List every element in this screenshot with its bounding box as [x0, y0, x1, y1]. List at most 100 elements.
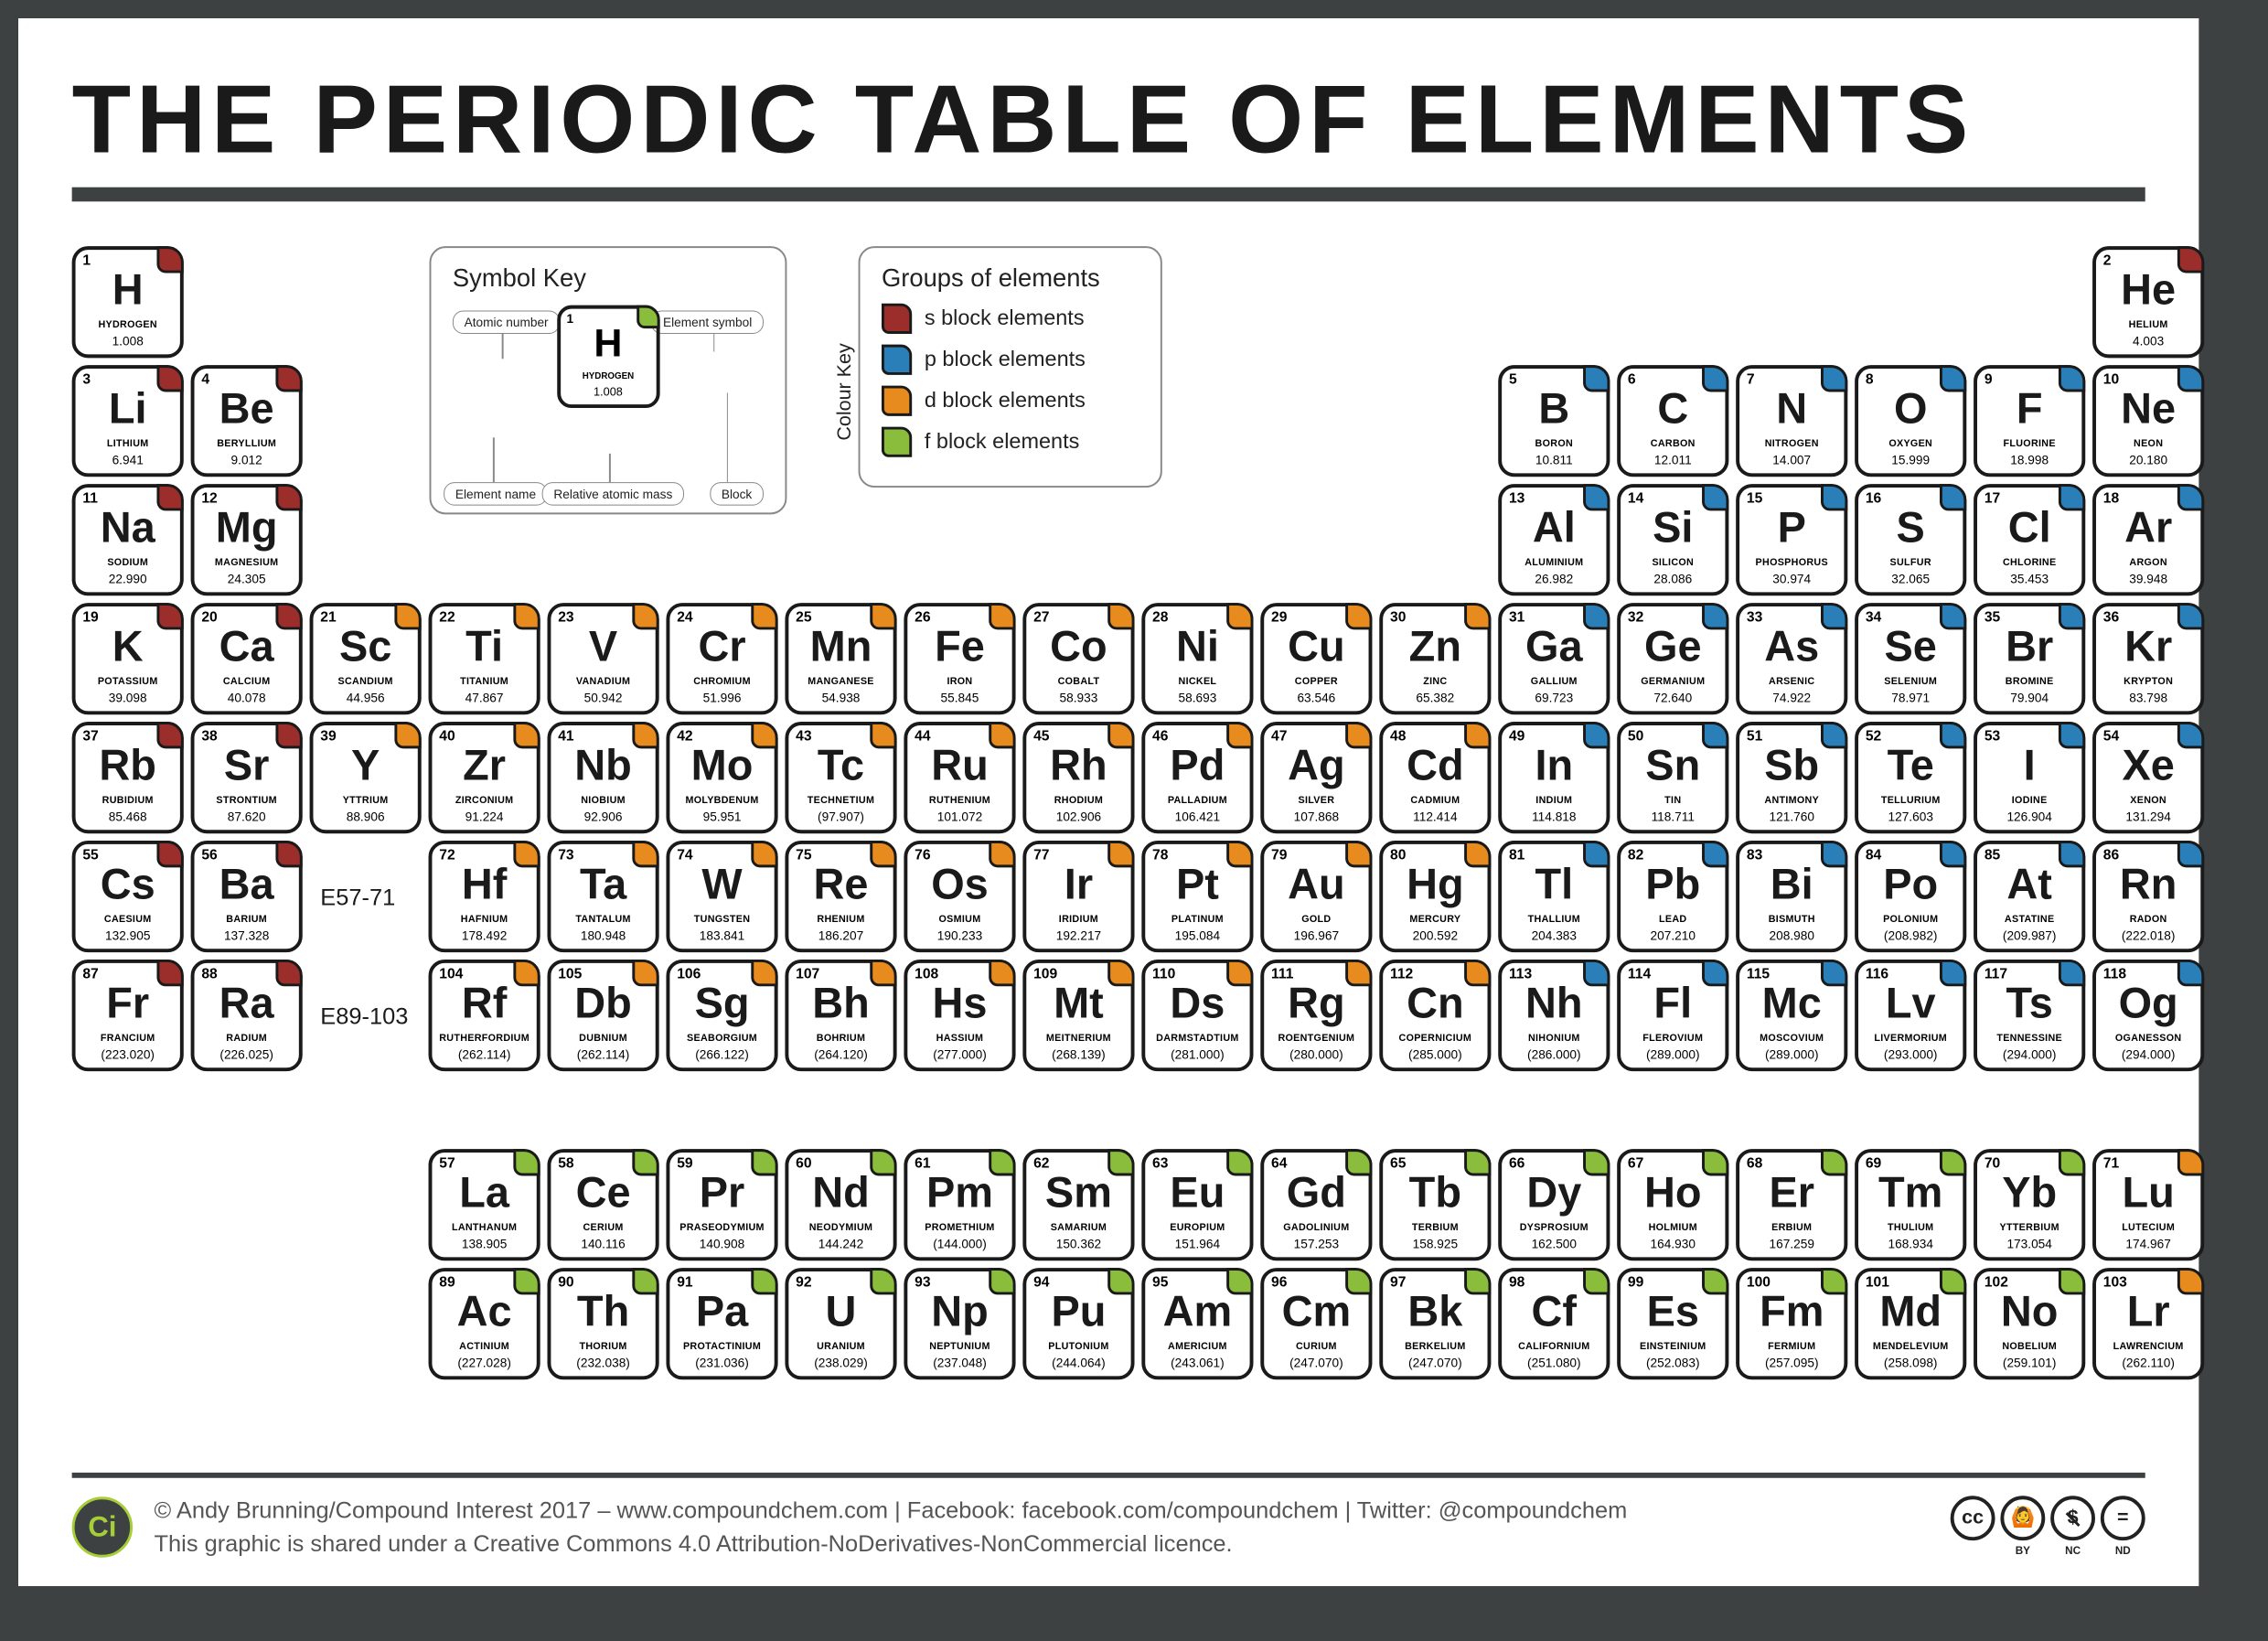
element-cell: 99EsEINSTEINIUM(252.083): [1617, 1268, 1728, 1379]
colour-key-rotated-label: Colour Key: [833, 343, 856, 440]
element-cell: 21ScSCANDIUM44.956: [310, 603, 422, 714]
element-cell: 92UURANIUM(238.029): [785, 1268, 896, 1379]
element-cell: 67HoHOLMIUM164.930: [1617, 1149, 1728, 1260]
callout-rel-mass: Relative atomic mass: [542, 482, 684, 505]
element-cell: 7NNITROGEN14.007: [1736, 365, 1847, 477]
element-cell: 81TlTHALLIUM204.383: [1498, 841, 1610, 952]
element-cell: 2HeHELIUM4.003: [2092, 246, 2204, 358]
element-cell: 3LiLITHIUM6.941: [72, 365, 184, 477]
element-cell: 45RhRHODIUM102.906: [1022, 722, 1134, 833]
element-cell: 80HgMERCURY200.592: [1379, 841, 1491, 952]
symbol-key-example-cell: 1 H HYDROGEN 1.008: [557, 306, 659, 408]
element-cell: 25MnMANGANESE54.938: [785, 603, 896, 714]
element-cell: 85AtASTATINE(209.987): [1974, 841, 2085, 952]
element-cell: 12MgMAGNESIUM24.305: [191, 484, 303, 595]
footer-text: © Andy Brunning/Compound Interest 2017 –…: [155, 1495, 1628, 1560]
element-cell: 70YbYTTERBIUM173.054: [1974, 1149, 2085, 1260]
callout-atomic-number: Atomic number: [453, 311, 560, 334]
element-cell: 108HsHASSIUM(277.000): [904, 960, 1015, 1071]
element-cell: 62SmSAMARIUM150.362: [1022, 1149, 1134, 1260]
range-label: E89-103: [320, 1003, 408, 1030]
legend-row: d block elements: [882, 386, 1139, 416]
element-cell: 38SrSTRONTIUM87.620: [191, 722, 303, 833]
swatch-icon: [882, 386, 912, 416]
element-cell: 91PaPROTACTINIUM(231.036): [666, 1268, 777, 1379]
element-cell: 83BiBISMUTH208.980: [1736, 841, 1847, 952]
element-cell: 42MoMOLYBDENUM95.951: [666, 722, 777, 833]
title-rule: [72, 188, 2145, 202]
element-cell: 9FFLUORINE18.998: [1974, 365, 2085, 477]
element-cell: 31GaGALLIUM69.723: [1498, 603, 1610, 714]
legend-row: f block elements: [882, 427, 1139, 457]
element-cell: 77IrIRIDIUM192.217: [1022, 841, 1134, 952]
element-cell: 34SeSELENIUM78.971: [1855, 603, 1966, 714]
element-cell: 20CaCALCIUM40.078: [191, 603, 303, 714]
element-cell: 58CeCERIUM140.116: [547, 1149, 658, 1260]
periodic-table: Symbol Key Atomic number Element symbol …: [72, 246, 2145, 1247]
element-cell: 48CdCADMIUM112.414: [1379, 722, 1491, 833]
swatch-icon: [882, 427, 912, 457]
element-cell: 28NiNICKEL58.693: [1141, 603, 1253, 714]
element-cell: 117TsTENNESSINE(294.000): [1974, 960, 2085, 1071]
element-cell: 47AgSILVER107.868: [1260, 722, 1372, 833]
cc-icon: $NC: [2050, 1496, 2095, 1558]
element-cell: 37RbRUBIDIUM85.468: [72, 722, 184, 833]
element-cell: 114FlFLEROVIUM(289.000): [1617, 960, 1728, 1071]
element-cell: 10NeNEON20.180: [2092, 365, 2204, 477]
element-cell: 94PuPLUTONIUM(244.064): [1022, 1268, 1134, 1379]
element-cell: 56BaBARIUM137.328: [191, 841, 303, 952]
element-cell: 8OOXYGEN15.999: [1855, 365, 1966, 477]
element-cell: 116LvLIVERMORIUM(293.000): [1855, 960, 1966, 1071]
element-cell: 46PdPALLADIUM106.421: [1141, 722, 1253, 833]
element-cell: 118OgOGANESSON(294.000): [2092, 960, 2204, 1071]
element-cell: 30ZnZINC65.382: [1379, 603, 1491, 714]
element-cell: 103LrLAWRENCIUM(262.110): [2092, 1268, 2204, 1379]
colour-key: Groups of elements s block elementsp blo…: [859, 246, 1162, 488]
element-cell: 101MdMENDELEVIUM(258.098): [1855, 1268, 1966, 1379]
callout-element-name: Element name: [444, 482, 548, 505]
symbol-key-title: Symbol Key: [453, 264, 764, 293]
element-cell: 71LuLUTECIUM174.967: [2092, 1149, 2204, 1260]
element-cell: 51SbANTIMONY121.760: [1736, 722, 1847, 833]
element-cell: 41NbNIOBIUM92.906: [547, 722, 658, 833]
element-cell: 1HHYDROGEN1.008: [72, 246, 184, 358]
element-cell: 24CrCHROMIUM51.996: [666, 603, 777, 714]
element-cell: 52TeTELLURIUM127.603: [1855, 722, 1966, 833]
element-cell: 36KrKRYPTON83.798: [2092, 603, 2204, 714]
element-cell: 100FmFERMIUM(257.095): [1736, 1268, 1847, 1379]
element-cell: 40ZrZIRCONIUM91.224: [429, 722, 540, 833]
element-cell: 73TaTANTALUM180.948: [547, 841, 658, 952]
legend-row: s block elements: [882, 304, 1139, 334]
element-cell: 49InINDIUM114.818: [1498, 722, 1610, 833]
element-cell: 61PmPROMETHIUM(144.000): [904, 1149, 1015, 1260]
element-cell: 53IIODINE126.904: [1974, 722, 2085, 833]
element-cell: 63EuEUROPIUM151.964: [1141, 1149, 1253, 1260]
element-cell: 79AuGOLD196.967: [1260, 841, 1372, 952]
element-cell: 115McMOSCOVIUM(289.000): [1736, 960, 1847, 1071]
element-cell: 35BrBROMINE79.904: [1974, 603, 2085, 714]
element-cell: 27CoCOBALT58.933: [1022, 603, 1134, 714]
element-cell: 50SnTIN118.711: [1617, 722, 1728, 833]
page: THE PERIODIC TABLE OF ELEMENTS Symbol Ke…: [18, 18, 2198, 1586]
element-cell: 26FeIRON55.845: [904, 603, 1015, 714]
element-cell: 23VVANADIUM50.942: [547, 603, 658, 714]
element-cell: 22TiTITANIUM47.867: [429, 603, 540, 714]
element-cell: 39YYTTRIUM88.906: [310, 722, 422, 833]
element-cell: 110DsDARMSTADTIUM(281.000): [1141, 960, 1253, 1071]
element-cell: 29CuCOPPER63.546: [1260, 603, 1372, 714]
cc-icon: 🙆BY: [2000, 1496, 2045, 1558]
element-cell: 86RnRADON(222.018): [2092, 841, 2204, 952]
callout-element-symbol: Element symbol: [651, 311, 764, 334]
element-cell: 95AmAMERICIUM(243.061): [1141, 1268, 1253, 1379]
element-cell: 104RfRUTHERFORDIUM(262.114): [429, 960, 540, 1071]
element-cell: 6CCARBON12.011: [1617, 365, 1728, 477]
element-cell: 59PrPRASEODYMIUM140.908: [666, 1149, 777, 1260]
element-cell: 11NaSODIUM22.990: [72, 484, 184, 595]
element-cell: 16SSULFUR32.065: [1855, 484, 1966, 595]
element-cell: 17ClCHLORINE35.453: [1974, 484, 2085, 595]
element-cell: 64GdGADOLINIUM157.253: [1260, 1149, 1372, 1260]
logo-icon: Ci: [72, 1496, 133, 1557]
element-cell: 76OsOSMIUM190.233: [904, 841, 1015, 952]
footer-rule: [72, 1473, 2145, 1478]
element-cell: 60NdNEODYMIUM144.242: [785, 1149, 896, 1260]
